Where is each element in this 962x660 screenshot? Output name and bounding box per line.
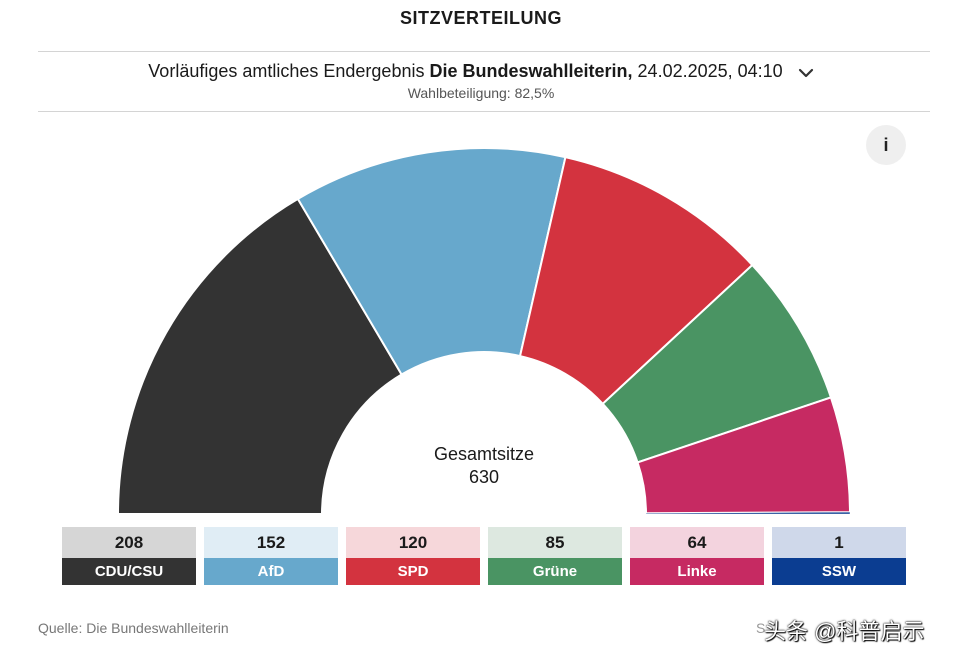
legend-party: Grüne — [488, 558, 622, 585]
turnout-text: Wahlbeteiligung: 82,5% — [407, 85, 555, 101]
result-prefix: Vorläufiges amtliches Endergebnis — [148, 61, 425, 81]
legend-party: SPD — [346, 558, 480, 585]
legend-party: Linke — [630, 558, 764, 585]
legend-item-ssw[interactable]: 1 SSW — [772, 527, 906, 585]
result-datetime: 24.02.2025, 04:10 — [637, 61, 783, 81]
chevron-down-icon[interactable] — [798, 62, 814, 83]
segment-ssw[interactable] — [645, 511, 851, 515]
center-label: Gesamtsitze — [434, 444, 534, 464]
center-total: 630 — [469, 467, 499, 487]
legend-party: SSW — [772, 558, 906, 585]
divider-bottom — [38, 111, 930, 112]
legend: 208 CDU/CSU 152 AfD 120 SPD 85 Grüne 64 … — [62, 527, 906, 585]
legend-seats: 208 — [62, 527, 196, 558]
status-note: S — [756, 620, 766, 636]
result-dropdown[interactable]: Vorläufiges amtliches Endergebnis Die Bu… — [0, 61, 962, 83]
watermark: 头条 @科普启示 — [764, 619, 925, 644]
legend-item-gruene[interactable]: 85 Grüne — [488, 527, 622, 585]
legend-seats: 1 — [772, 527, 906, 558]
divider-top — [38, 51, 930, 52]
legend-item-spd[interactable]: 120 SPD — [346, 527, 480, 585]
source-note: Quelle: Die Bundeswahlleiterin — [38, 620, 229, 636]
segment-cdu-csu[interactable] — [116, 197, 403, 515]
chart-title: SITZVERTEILUNG — [399, 8, 562, 28]
segment-afd[interactable] — [296, 147, 567, 376]
info-button[interactable]: i — [866, 125, 906, 165]
legend-item-afd[interactable]: 152 AfD — [204, 527, 338, 585]
result-source: Die Bundeswahlleiterin, — [429, 61, 633, 81]
legend-party: CDU/CSU — [62, 558, 196, 585]
legend-seats: 85 — [488, 527, 622, 558]
legend-seats: 152 — [204, 527, 338, 558]
legend-seats: 64 — [630, 527, 764, 558]
legend-item-cdu-csu[interactable]: 208 CDU/CSU — [62, 527, 196, 585]
info-icon: i — [883, 134, 889, 155]
legend-seats: 120 — [346, 527, 480, 558]
chart-segments — [116, 147, 852, 515]
legend-party: AfD — [204, 558, 338, 585]
legend-item-linke[interactable]: 64 Linke — [630, 527, 764, 585]
